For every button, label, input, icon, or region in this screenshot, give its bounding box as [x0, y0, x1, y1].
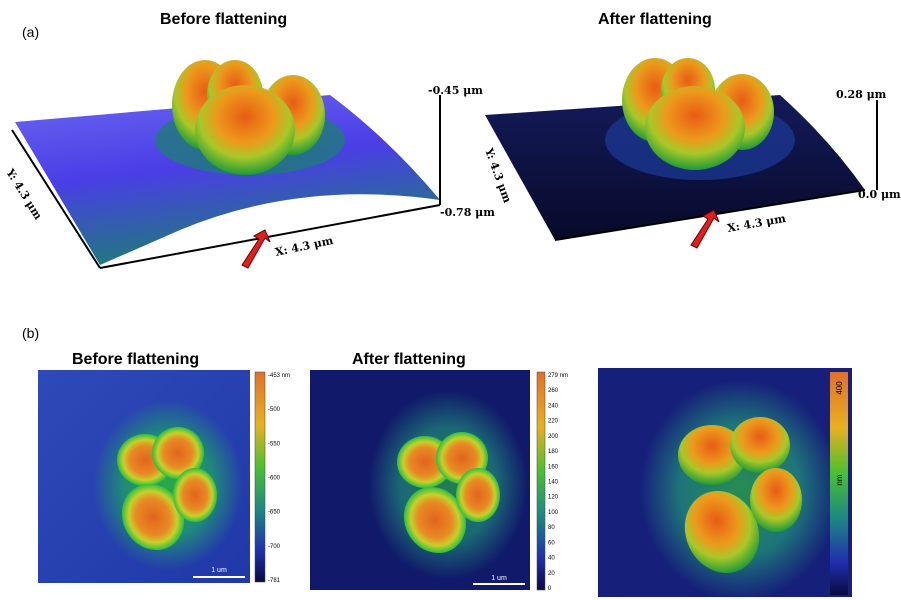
colorbar-tick-label: 200	[548, 434, 559, 440]
z-axis-label: 0.0 μm	[858, 188, 901, 201]
scale-bar-label: 1 um	[491, 575, 507, 582]
colorbar-tick-label: 80	[548, 525, 555, 531]
panel-label: (b)	[22, 325, 39, 341]
colorbar-tick-label: -600	[268, 476, 281, 482]
colorbar-tick-label: 120	[548, 495, 559, 501]
surface-before	[12, 60, 440, 268]
colorbar-tick-label: -781	[268, 578, 281, 584]
map-before	[38, 370, 265, 583]
x-axis-label: X: 4.3 μm	[274, 234, 335, 259]
colorbar-tick-label: -700	[268, 544, 281, 550]
colorbar-tick-label: -500	[268, 407, 281, 413]
colorbar-tick-label: -453 nm	[268, 373, 290, 379]
y-axis-label: Y: 4.3 μm	[3, 166, 45, 222]
figure: (a) Before flattening After flattening -…	[0, 0, 901, 600]
colorbar-tick-label: 180	[548, 449, 559, 455]
colorbar-tick-label: 60	[548, 540, 555, 546]
colorbar-tick-label: 160	[548, 464, 559, 470]
colorbar-tick-label: -650	[268, 510, 281, 516]
x-axis-label: X: 4.3 μm	[726, 212, 787, 235]
colorbar-tick-label: 240	[548, 403, 559, 409]
surface-after	[485, 58, 877, 248]
z-axis-label: -0.78 μm	[440, 206, 495, 219]
colorbar-label: 400	[835, 381, 844, 395]
map-after	[310, 370, 545, 590]
colorbar-tick-label: 260	[548, 388, 559, 394]
colorbar-tick-label: 20	[548, 571, 555, 577]
colorbar-tick-label: 279 nm	[548, 373, 568, 379]
panel-title: After flattening	[352, 351, 466, 368]
z-axis-label: -0.45 μm	[428, 84, 483, 97]
colorbar-tick-label: 220	[548, 419, 559, 425]
colorbar-label: nm	[835, 474, 844, 485]
panel-label: (a)	[22, 24, 39, 40]
panel-title: Before flattening	[72, 351, 199, 368]
map-rendered	[598, 368, 852, 600]
colorbar-tick-label: 40	[548, 556, 555, 562]
colorbar-tick-label: 0	[548, 586, 552, 592]
colorbar-tick-label: 100	[548, 510, 559, 516]
panel-title: Before flattening	[160, 11, 287, 28]
panel-title: After flattening	[598, 11, 712, 28]
scale-bar-label: 1 um	[211, 567, 227, 574]
z-axis-label: 0.28 μm	[836, 88, 887, 101]
colorbar-tick-label: -550	[268, 441, 281, 447]
colorbar-tick-label: 140	[548, 480, 559, 486]
